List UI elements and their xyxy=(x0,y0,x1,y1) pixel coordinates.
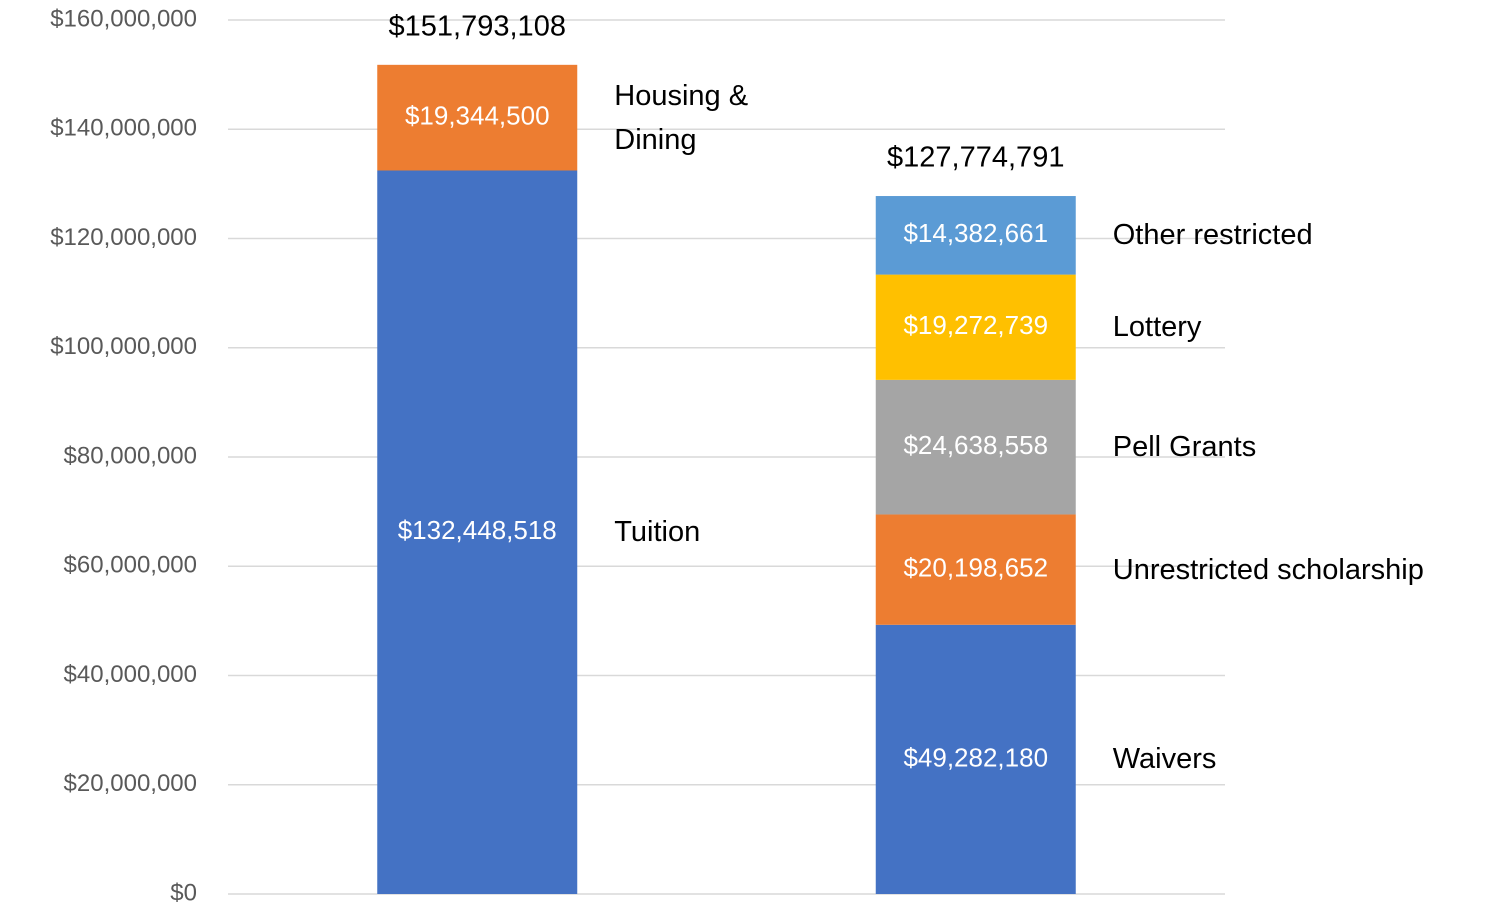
y-tick-label: $120,000,000 xyxy=(50,224,197,251)
bar-segment xyxy=(875,379,1076,515)
y-tick-label: $140,000,000 xyxy=(50,115,197,142)
segment-name: Housing & Dining xyxy=(614,79,749,156)
y-tick-label: $0 xyxy=(170,879,197,906)
total-label: $151,793,108 xyxy=(389,10,566,42)
bar-segment xyxy=(875,196,1076,275)
y-tick-label: $160,000,000 xyxy=(50,5,197,32)
y-tick-label: $100,000,000 xyxy=(50,333,197,360)
value-label: $24,638,558 xyxy=(903,430,1048,460)
segment-name: Unrestricted scholarship xyxy=(1112,553,1424,586)
segment-name: Other restricted xyxy=(1112,219,1313,252)
value-label: $19,272,739 xyxy=(903,310,1048,340)
value-label: $49,282,180 xyxy=(903,742,1048,772)
y-tick-label: $40,000,000 xyxy=(64,661,197,688)
value-label: $20,198,652 xyxy=(903,553,1048,583)
bar-segment xyxy=(875,624,1076,894)
value-label: $14,382,661 xyxy=(903,218,1048,248)
bar-segment xyxy=(377,64,578,171)
segment-name: Lottery xyxy=(1112,311,1202,344)
total-label: $127,774,791 xyxy=(887,142,1064,174)
bar-segment xyxy=(875,514,1076,625)
y-tick-label: $60,000,000 xyxy=(64,552,197,579)
segment-name: Pell Grants xyxy=(1112,431,1257,464)
bar-segment xyxy=(875,274,1076,380)
y-tick-label: $80,000,000 xyxy=(64,442,197,469)
y-tick-label: $20,000,000 xyxy=(64,770,197,797)
value-label: $19,344,500 xyxy=(405,101,550,131)
bar-segment xyxy=(377,170,578,894)
value-label: $132,448,518 xyxy=(398,515,557,545)
segment-name: Tuition xyxy=(614,516,701,549)
segment-name: Waivers xyxy=(1112,743,1217,776)
